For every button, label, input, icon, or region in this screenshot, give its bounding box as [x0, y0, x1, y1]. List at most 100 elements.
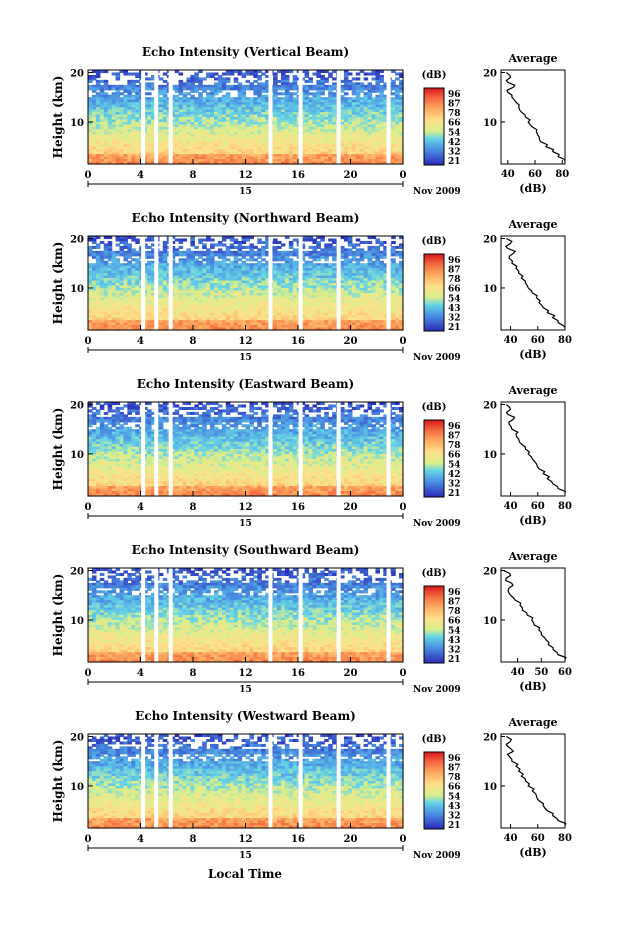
- colorbar-tick-label: 54: [448, 626, 461, 636]
- data-gap: [298, 402, 303, 496]
- x-tick-label: 4: [137, 336, 144, 347]
- profile-y-tick-label: 20: [483, 400, 497, 411]
- date-label: 15: [239, 353, 252, 363]
- profile-x-label: (dB): [519, 846, 546, 859]
- profile-frame: [500, 401, 566, 497]
- profile-x-label: (dB): [519, 514, 546, 527]
- date-right-label: Nov 2009: [413, 353, 461, 363]
- colorbar-tick-label: 32: [448, 479, 461, 489]
- y-tick-label: 20: [70, 68, 84, 79]
- data-gap: [141, 402, 146, 496]
- heatmap-cells: [88, 70, 404, 165]
- profile-title: Average: [507, 550, 557, 563]
- colorbar-tick-label: 21: [448, 655, 461, 665]
- y-tick-label: 10: [70, 450, 84, 461]
- data-gap: [386, 70, 391, 164]
- y-tick-label: 10: [70, 616, 84, 627]
- data-gap: [168, 734, 173, 828]
- y-tick-label: 20: [70, 566, 84, 577]
- panel-2: Echo Intensity (Northward Beam) 0 4 8 12 16 20…: [51, 211, 572, 363]
- x-tick-label: 12: [239, 170, 253, 181]
- x-tick-label: 0: [400, 336, 407, 347]
- profile-y-tick-label: 20: [483, 566, 497, 577]
- profile-title: Average: [507, 716, 557, 729]
- profile-title: Average: [507, 52, 557, 65]
- data-gap: [268, 236, 273, 330]
- colorbar-unit: (dB): [422, 568, 447, 579]
- x-tick-label: 8: [190, 668, 197, 679]
- data-gap: [268, 402, 273, 496]
- colorbar-tick-label: 21: [448, 157, 461, 167]
- x-tick-label: 0: [85, 502, 92, 513]
- profile-y-tick-label: 20: [483, 68, 497, 79]
- profile-x-tick-label: 40: [504, 335, 518, 346]
- colorbar-tick-label: 96: [448, 90, 461, 100]
- y-tick-label: 10: [70, 118, 84, 129]
- x-tick-label: 12: [239, 834, 253, 845]
- panel-4: Echo Intensity (Southward Beam) 0 4 8 12 16 20…: [51, 543, 572, 695]
- y-axis-label: Height (km): [51, 408, 65, 491]
- colorbar-tick-label: 21: [448, 821, 461, 831]
- colorbar-tick-label: 43: [448, 304, 461, 314]
- colorbar-unit: (dB): [422, 734, 447, 745]
- y-tick-label: 10: [70, 284, 84, 295]
- colorbar: [423, 87, 445, 166]
- heatmap-cells: [88, 568, 404, 663]
- profile-x-tick-label: 40: [511, 667, 525, 678]
- profile-line: [505, 735, 567, 826]
- x-tick-label: 8: [190, 834, 197, 845]
- colorbar-tick-label: 96: [448, 422, 461, 432]
- colorbar-tick-label: 96: [448, 754, 461, 764]
- x-tick-label: 16: [291, 502, 305, 513]
- x-tick-label: 0: [400, 834, 407, 845]
- profile-y-tick-label: 10: [483, 284, 497, 295]
- date-right-label: Nov 2009: [413, 187, 461, 197]
- colorbar-tick-label: 66: [448, 617, 461, 627]
- profile-line: [503, 569, 567, 660]
- data-gap: [298, 734, 303, 828]
- data-gap: [386, 734, 391, 828]
- x-tick-label: 0: [400, 668, 407, 679]
- colorbar-tick-label: 54: [448, 460, 461, 470]
- data-gap: [268, 70, 273, 164]
- profile-y-tick-label: 10: [483, 118, 497, 129]
- panel-title: Echo Intensity (Eastward Beam): [137, 377, 354, 391]
- y-tick-label: 10: [70, 782, 84, 793]
- profile-frame: [500, 235, 566, 331]
- x-tick-label: 0: [85, 336, 92, 347]
- colorbar: [423, 585, 445, 664]
- colorbar-tick-label: 43: [448, 802, 461, 812]
- colorbar-tick-label: 21: [448, 489, 461, 499]
- colorbar-tick-label: 54: [448, 792, 461, 802]
- colorbar-tick-label: 87: [448, 432, 461, 442]
- colorbar-tick-label: 66: [448, 119, 461, 129]
- heatmap-cells: [88, 236, 404, 331]
- colorbar-tick-label: 87: [448, 764, 461, 774]
- y-tick-label: 20: [70, 234, 84, 245]
- x-tick-label: 20: [344, 668, 358, 679]
- y-tick-label: 20: [70, 732, 84, 743]
- date-label: 15: [239, 187, 252, 197]
- profile-y-tick-label: 10: [483, 616, 497, 627]
- panel-1: Echo Intensity (Vertical Beam) 0 4 8 12 16 20 0…: [51, 45, 569, 197]
- data-gap: [141, 70, 146, 164]
- x-tick-label: 0: [400, 502, 407, 513]
- colorbar-tick-label: 78: [448, 773, 461, 783]
- colorbar-tick-label: 42: [448, 138, 461, 148]
- data-gap: [168, 402, 173, 496]
- colorbar: [423, 419, 445, 498]
- x-tick-label: 0: [85, 170, 92, 181]
- panel-title: Echo Intensity (Westward Beam): [135, 709, 356, 723]
- x-tick-label: 16: [291, 668, 305, 679]
- colorbar-tick-label: 32: [448, 147, 461, 157]
- profile-frame: [500, 69, 566, 165]
- data-gap: [298, 70, 303, 164]
- profile-title: Average: [507, 384, 557, 397]
- data-gap: [386, 568, 391, 662]
- data-gap: [268, 734, 273, 828]
- date-right-label: Nov 2009: [413, 519, 461, 529]
- data-gap: [386, 236, 391, 330]
- colorbar-tick-label: 66: [448, 285, 461, 295]
- profile-x-tick-label: 60: [531, 501, 545, 512]
